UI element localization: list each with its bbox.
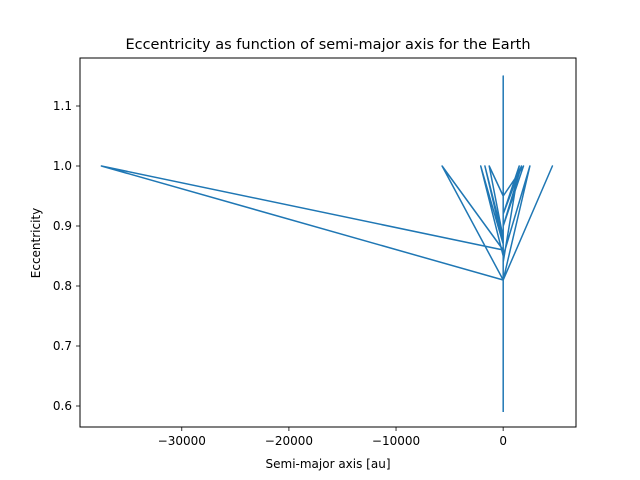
y-tick-label: 0.7 [53,339,72,353]
y-tick-label: 1.1 [53,99,72,113]
y-tick-label: 0.8 [53,279,72,293]
plot-frame [79,57,577,428]
y-tick-label: 0.6 [53,399,72,413]
y-axis-label: Eccentricity [29,208,43,278]
x-axis-label: Semi-major axis [au] [266,457,391,471]
x-tick-label: 0 [499,434,507,448]
series-line-0 [100,75,554,412]
x-tick-label: −10000 [372,434,420,448]
chart-title: Eccentricity as function of semi-major a… [125,37,530,53]
x-tick-label: −20000 [265,434,313,448]
x-tick-label: −30000 [158,434,206,448]
y-axis-ticks: 0.6 0.7 0.8 0.9 1.0 1.1 [53,99,80,413]
y-tick-label: 1.0 [53,159,72,173]
x-axis-ticks: −30000 −20000 −10000 0 [158,427,507,448]
plot-lines [100,75,554,412]
y-tick-label: 0.9 [53,219,72,233]
